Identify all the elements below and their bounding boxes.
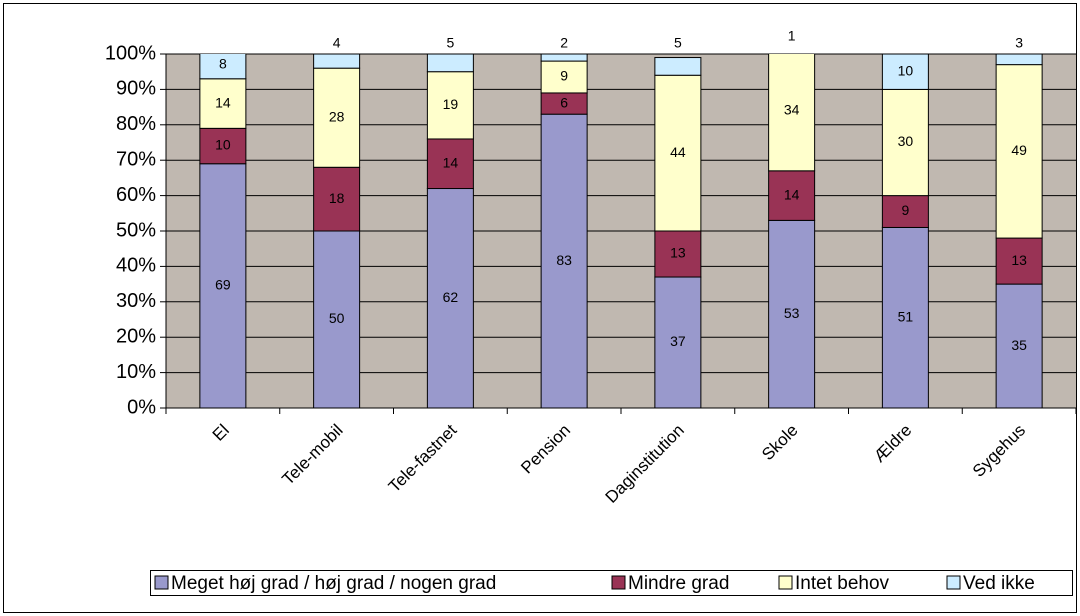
data-label: 14 xyxy=(215,94,231,110)
data-label: 51 xyxy=(898,308,914,324)
data-label: 1 xyxy=(788,28,796,44)
bar-segment xyxy=(199,163,247,408)
bar-segment xyxy=(995,283,1043,408)
bar-segment xyxy=(426,188,474,408)
data-label: 13 xyxy=(670,245,686,261)
y-tick-label: 60% xyxy=(116,184,156,206)
bars xyxy=(199,54,1043,408)
data-label: 14 xyxy=(443,154,459,170)
data-label: 44 xyxy=(670,144,686,160)
data-label: 6 xyxy=(560,94,568,110)
bar-segment xyxy=(654,57,702,76)
bar-segment xyxy=(768,219,816,408)
bar-segment xyxy=(199,78,247,129)
bar-segment xyxy=(199,54,247,80)
bar-segment xyxy=(654,74,702,232)
y-tick-label: 0% xyxy=(127,396,156,418)
bar-segment xyxy=(313,230,361,408)
data-label: 18 xyxy=(329,190,345,206)
y-tick-label: 50% xyxy=(116,219,156,241)
bar-segment xyxy=(654,230,702,278)
data-label: 9 xyxy=(901,202,909,218)
bar-segment xyxy=(199,127,247,165)
bar-segment xyxy=(995,54,1043,66)
legend-label: Mindre grad xyxy=(628,573,729,594)
bar-segment xyxy=(768,54,816,172)
legend-label: Intet behov xyxy=(795,573,890,594)
data-label: 53 xyxy=(784,305,800,321)
y-tick-label: 10% xyxy=(116,361,156,383)
y-tick-label: 90% xyxy=(116,78,156,100)
data-label: 28 xyxy=(329,108,345,124)
data-label: 10 xyxy=(215,137,231,153)
data-label: 50 xyxy=(329,310,345,326)
bar-segment xyxy=(540,60,588,94)
data-label: 4 xyxy=(333,35,341,51)
data-label: 49 xyxy=(1011,142,1027,158)
data-label: 30 xyxy=(898,133,914,149)
bar-segment xyxy=(426,71,474,140)
y-tick-label: 30% xyxy=(116,290,156,312)
y-tick-label: 100% xyxy=(105,42,156,64)
bar-segment xyxy=(540,54,588,62)
data-label: 35 xyxy=(1011,337,1027,353)
legend-swatch xyxy=(154,575,169,590)
bar-segment xyxy=(768,170,816,221)
bar-segment xyxy=(881,54,929,90)
legend-swatch xyxy=(946,575,961,590)
data-label: 13 xyxy=(1011,252,1027,268)
legend-label: Ved ikke xyxy=(963,573,1035,594)
legend-label: Meget høj grad / høj grad / nogen grad xyxy=(171,573,496,594)
data-label: 10 xyxy=(898,62,914,78)
legend-box xyxy=(150,570,1073,596)
bar-segment xyxy=(881,195,929,228)
data-label: 2 xyxy=(560,35,568,51)
bar-segment xyxy=(540,113,588,408)
data-label: 19 xyxy=(443,96,459,112)
data-label: 34 xyxy=(784,101,800,117)
bar-segment xyxy=(313,166,361,232)
y-tick-label: 40% xyxy=(116,255,156,277)
bar-segment xyxy=(313,54,361,69)
y-tick-label: 80% xyxy=(116,113,156,135)
data-label: 3 xyxy=(1015,35,1023,51)
data-label: 83 xyxy=(556,252,572,268)
bar-segment xyxy=(426,54,474,73)
y-tick-label: 20% xyxy=(116,325,156,347)
legend-swatch xyxy=(778,575,793,590)
legend-swatch xyxy=(611,575,626,590)
y-tick-label: 70% xyxy=(116,148,156,170)
data-label: 14 xyxy=(784,186,800,202)
data-label: 62 xyxy=(443,289,459,305)
data-label: 37 xyxy=(670,333,686,349)
bar-segment xyxy=(881,88,929,197)
data-label: 5 xyxy=(674,35,682,51)
data-label: 69 xyxy=(215,277,231,293)
bar-segment xyxy=(654,276,702,408)
data-label: 8 xyxy=(219,55,227,71)
data-label: 9 xyxy=(560,68,568,84)
bar-segment xyxy=(995,237,1043,285)
data-label: 5 xyxy=(446,35,454,51)
